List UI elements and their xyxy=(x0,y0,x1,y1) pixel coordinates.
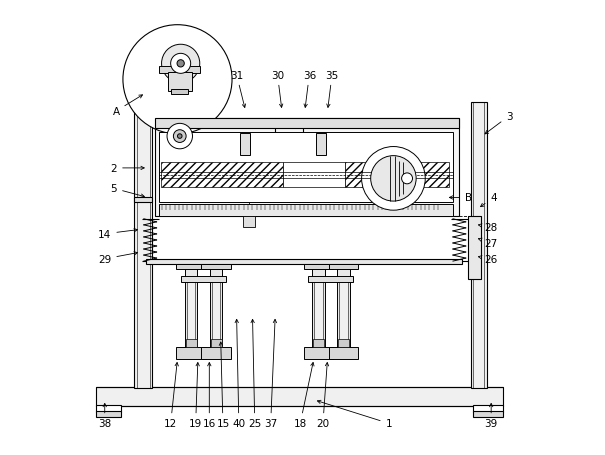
Text: 12: 12 xyxy=(164,363,178,429)
Text: 2: 2 xyxy=(111,163,144,173)
Bar xyxy=(185,265,197,348)
Bar xyxy=(212,278,220,343)
Text: 18: 18 xyxy=(293,363,314,429)
Bar xyxy=(201,348,231,359)
Bar xyxy=(471,103,486,389)
Text: B: B xyxy=(450,193,472,203)
Text: 39: 39 xyxy=(485,404,498,429)
Bar xyxy=(155,119,459,129)
Bar xyxy=(304,348,333,359)
Bar xyxy=(283,162,345,187)
Circle shape xyxy=(167,124,192,150)
Text: 38: 38 xyxy=(98,404,111,429)
Bar xyxy=(210,265,223,348)
Bar xyxy=(146,259,462,265)
Bar xyxy=(345,162,450,187)
Bar xyxy=(201,265,231,269)
Text: 5: 5 xyxy=(111,184,145,198)
Text: 25: 25 xyxy=(248,320,261,429)
Text: 36: 36 xyxy=(302,71,316,108)
Circle shape xyxy=(177,61,185,68)
Bar xyxy=(187,278,195,343)
Bar xyxy=(337,265,350,348)
Text: 16: 16 xyxy=(203,363,216,429)
Text: 14: 14 xyxy=(98,229,137,239)
Bar xyxy=(186,339,197,348)
Bar xyxy=(315,278,322,343)
Bar xyxy=(329,348,358,359)
Bar xyxy=(168,73,192,91)
Text: 37: 37 xyxy=(264,320,277,429)
Circle shape xyxy=(362,147,425,211)
Text: 35: 35 xyxy=(325,71,339,108)
Text: 15: 15 xyxy=(217,342,229,429)
Text: 27: 27 xyxy=(479,238,498,248)
Circle shape xyxy=(402,173,413,184)
Text: 19: 19 xyxy=(189,363,202,429)
Bar xyxy=(176,348,206,359)
Bar xyxy=(468,216,481,280)
Text: 4: 4 xyxy=(480,193,497,207)
Bar xyxy=(155,119,459,216)
Bar xyxy=(134,197,152,202)
Bar xyxy=(159,132,453,202)
Text: 30: 30 xyxy=(271,71,284,108)
Circle shape xyxy=(162,45,200,83)
Text: 1: 1 xyxy=(318,400,392,429)
Bar xyxy=(171,90,188,95)
Bar xyxy=(313,339,324,348)
Text: 29: 29 xyxy=(98,252,137,264)
Text: 3: 3 xyxy=(485,111,512,135)
Bar xyxy=(329,265,358,269)
Bar xyxy=(240,134,250,156)
Text: 28: 28 xyxy=(479,222,498,233)
Bar xyxy=(339,278,347,343)
Bar xyxy=(96,411,120,417)
Text: 40: 40 xyxy=(232,320,246,429)
Bar xyxy=(316,134,326,156)
Circle shape xyxy=(371,156,416,202)
Circle shape xyxy=(177,135,182,139)
Bar xyxy=(308,277,353,282)
Bar xyxy=(96,387,503,406)
Bar xyxy=(134,53,152,389)
Bar xyxy=(181,277,226,282)
Bar xyxy=(159,205,453,216)
Bar xyxy=(176,265,206,269)
Bar xyxy=(473,411,503,417)
Bar xyxy=(243,216,255,228)
Bar xyxy=(473,405,503,412)
Text: A: A xyxy=(113,96,143,117)
Bar xyxy=(312,265,325,348)
Bar xyxy=(338,339,349,348)
Text: 20: 20 xyxy=(316,363,330,429)
Bar xyxy=(211,339,221,348)
Text: 26: 26 xyxy=(479,254,498,264)
Bar xyxy=(96,405,120,412)
Circle shape xyxy=(174,131,186,143)
Circle shape xyxy=(171,54,191,74)
Circle shape xyxy=(123,25,232,135)
Bar xyxy=(159,67,200,74)
Bar xyxy=(161,162,283,187)
Bar xyxy=(304,265,333,269)
Text: 31: 31 xyxy=(230,71,246,108)
